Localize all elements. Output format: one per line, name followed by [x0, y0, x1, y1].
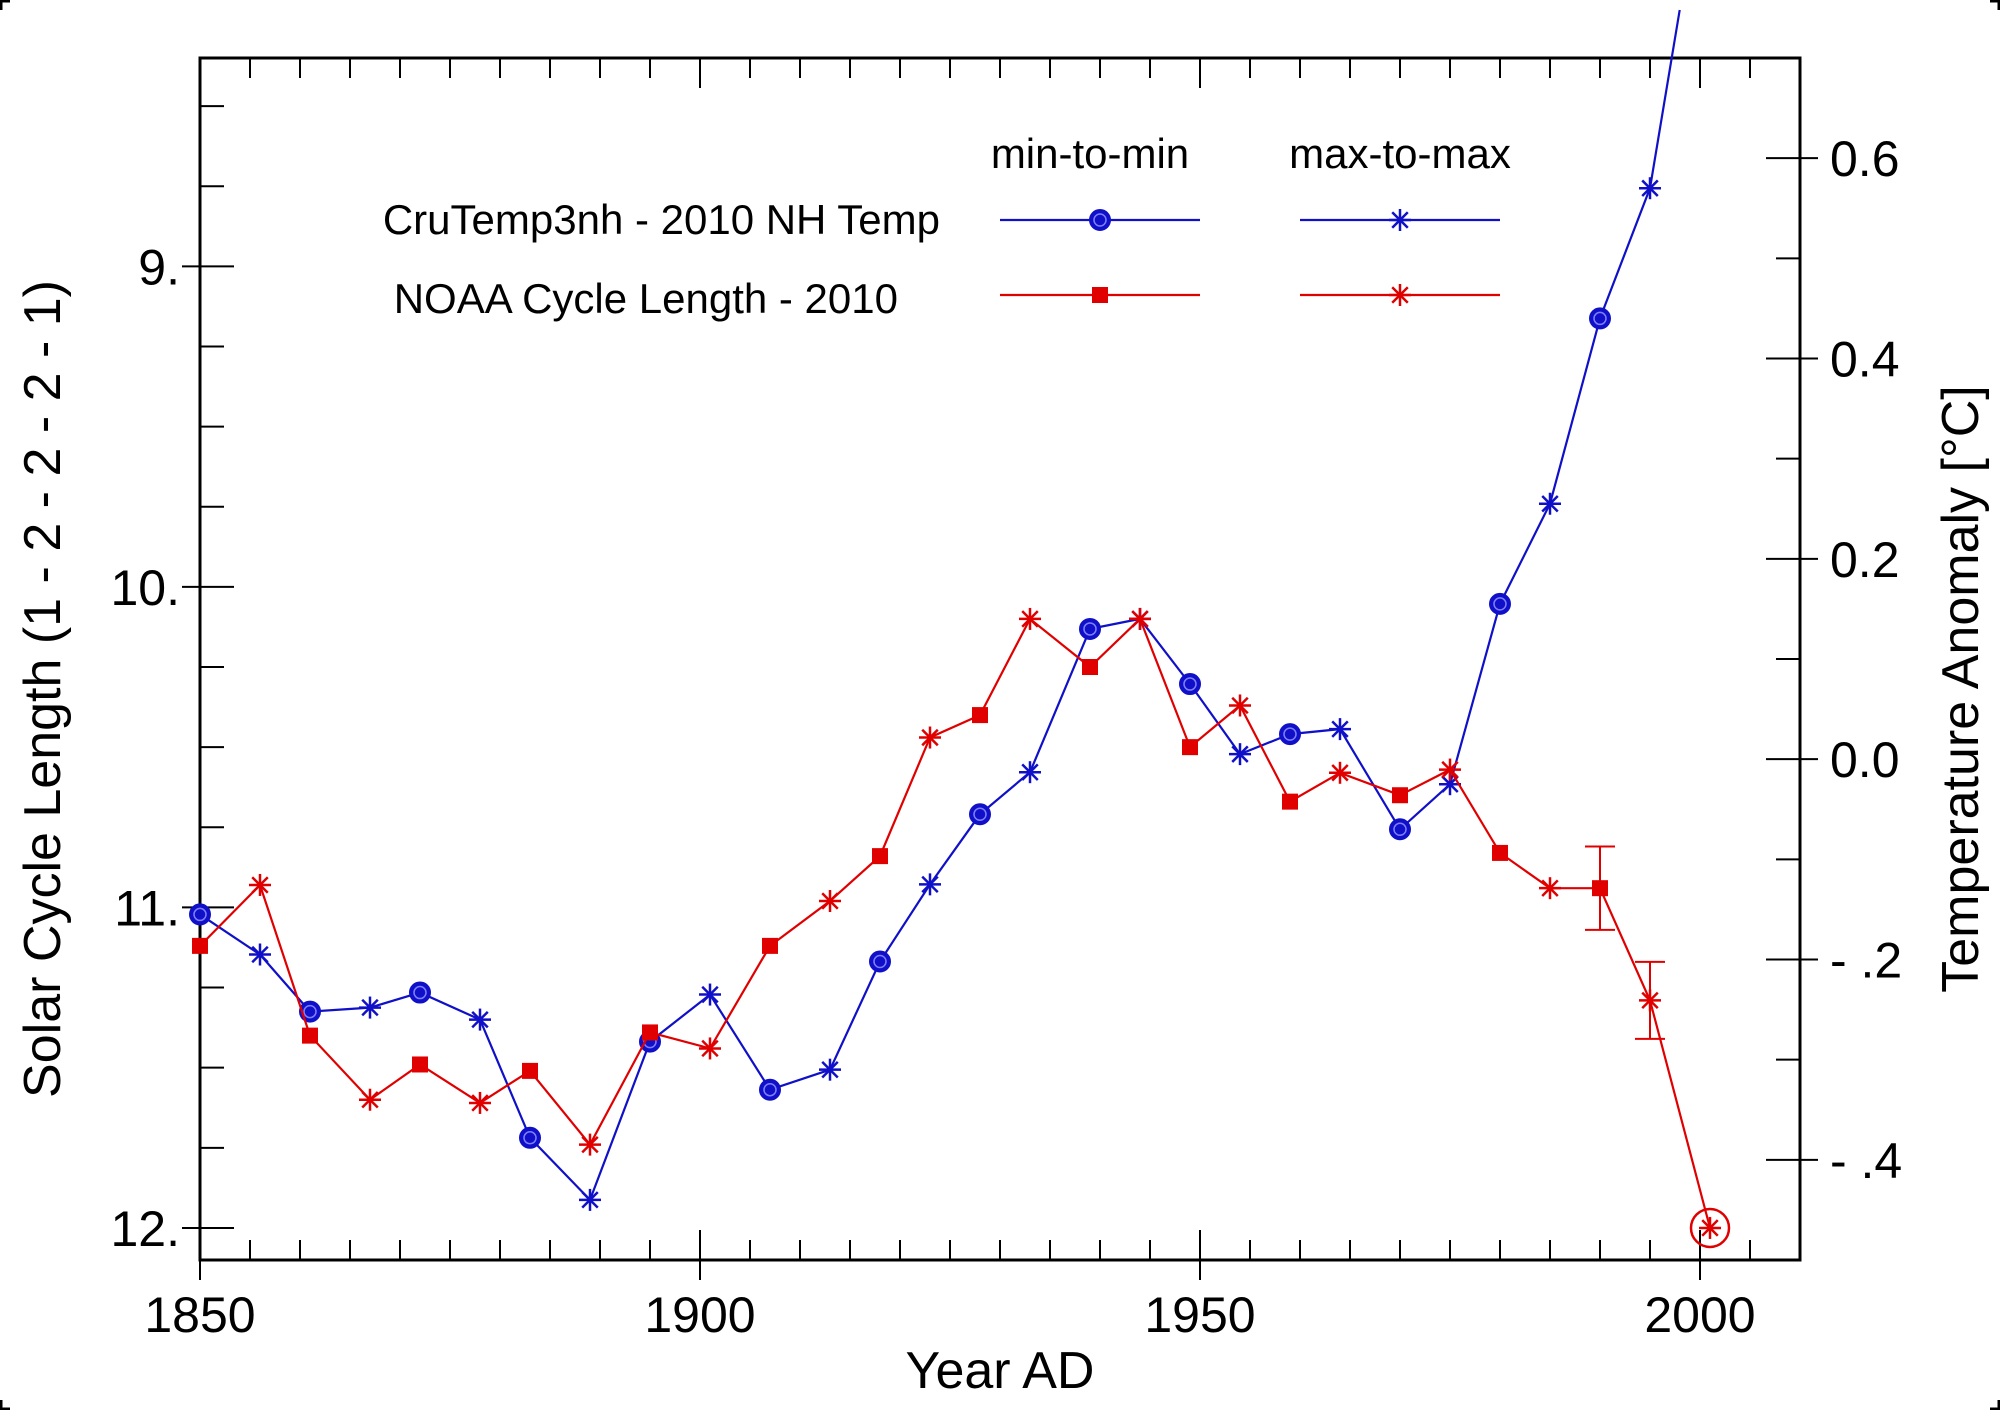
data-point-star — [919, 726, 941, 749]
data-point-star — [1019, 761, 1041, 784]
y-right-tick-label: 0.4 — [1830, 332, 1900, 388]
data-point-star — [699, 983, 721, 1006]
data-point-square — [762, 937, 778, 954]
data-point-circle — [1389, 818, 1411, 841]
legend-swatch-min-to-min — [1000, 287, 1200, 303]
data-point-star — [919, 873, 941, 896]
y-left-tick-label: 10. — [110, 560, 180, 616]
data-point-square — [1092, 287, 1108, 303]
y-left-axis-title: Solar Cycle Length (1 - 2 - 2 - 2 - 1) — [14, 280, 72, 1098]
data-point-star — [1639, 177, 1661, 200]
data-point-star — [1699, 1216, 1721, 1239]
data-point-circle — [1489, 592, 1511, 615]
data-point-star-circled — [1689, 1207, 1731, 1249]
data-point-square — [1082, 659, 1098, 676]
data-point-square — [1282, 793, 1298, 810]
data-point-square — [412, 1056, 428, 1073]
data-point-square — [302, 1027, 318, 1044]
x-axis-title: Year AD — [906, 1342, 1095, 1400]
legend-header-max-to-max: max-to-max — [1289, 130, 1511, 177]
data-point-circle — [519, 1126, 541, 1149]
data-point-circle — [969, 803, 991, 826]
y-left-tick-label: 11. — [114, 880, 180, 936]
legend-swatch-max-to-max — [1300, 284, 1500, 306]
y-right-tick-label: - .2 — [1830, 933, 1902, 989]
legend: min-to-min max-to-max CruTemp3nh - 2010 NH… — [383, 130, 1511, 322]
data-point-star — [579, 1133, 601, 1156]
data-point-circle — [1279, 723, 1301, 746]
data-point-star — [819, 1058, 841, 1081]
data-point-circle — [189, 903, 211, 926]
data-point-star — [469, 1008, 491, 1031]
y-right-tick-label: 0.6 — [1830, 131, 1900, 187]
data-point-star — [469, 1091, 491, 1114]
data-point-star — [1389, 209, 1411, 231]
x-tick-label: 1950 — [1144, 1287, 1255, 1343]
data-point-circle — [869, 950, 891, 973]
data-point-square — [1182, 739, 1198, 756]
data-point-star — [1389, 284, 1411, 306]
axis-labels: 1850 1900 1950 2000 9. 10. 11. 12. 0.6 0.4 0.2 0.0 -… — [14, 131, 1990, 1400]
data-point-star — [249, 873, 271, 896]
legend-label-cycle: NOAA Cycle Length - 2010 — [394, 275, 898, 322]
data-point-star — [1019, 607, 1041, 630]
series-layer — [189, 9, 1731, 1249]
data-point-square — [522, 1062, 538, 1079]
data-point-star — [1539, 877, 1561, 900]
data-point-circle — [409, 981, 431, 1004]
y-right-tick-label: 0.2 — [1830, 532, 1900, 588]
data-point-square — [1392, 787, 1408, 804]
data-point-star — [1129, 607, 1151, 630]
legend-swatch-min-to-min — [1000, 209, 1200, 231]
data-point-circle — [1079, 617, 1101, 640]
legend-header-min-to-min: min-to-min — [991, 130, 1189, 177]
series-temperature — [189, 9, 1681, 1211]
data-point-square — [1592, 880, 1608, 897]
data-point-square — [972, 707, 988, 724]
data-point-circle — [1589, 307, 1611, 330]
y-right-tick-label: 0.0 — [1830, 732, 1900, 788]
data-point-star — [359, 1088, 381, 1111]
data-point-star — [359, 996, 381, 1019]
y-right-axis-title: Temperature Anomaly [°C] — [1932, 385, 1990, 993]
data-point-star — [699, 1037, 721, 1060]
x-tick-label: 1900 — [644, 1287, 755, 1343]
data-point-circle — [759, 1078, 781, 1101]
data-point-square — [1492, 844, 1508, 861]
x-tick-label: 1850 — [144, 1287, 255, 1343]
data-point-star — [819, 890, 841, 913]
data-point-circle — [1179, 673, 1201, 696]
y-left-tick-label: 12. — [110, 1201, 180, 1257]
legend-label-temp: CruTemp3nh - 2010 NH Temp — [383, 196, 940, 243]
series-line — [199, 616, 1712, 1229]
data-point-star — [579, 1188, 601, 1211]
data-point-star — [1539, 492, 1561, 515]
data-point-star — [1439, 758, 1461, 781]
data-point-circle — [299, 1000, 321, 1023]
x-tick-label: 2000 — [1644, 1287, 1755, 1343]
data-point-star — [1229, 743, 1251, 766]
data-point-square — [872, 848, 888, 865]
series-cycle-length — [192, 607, 1731, 1249]
legend-swatch-max-to-max — [1300, 209, 1500, 231]
data-point-circle — [1089, 209, 1111, 231]
data-point-square — [192, 937, 208, 954]
data-point-star — [1329, 761, 1351, 784]
data-point-star — [1639, 989, 1661, 1012]
data-point-star — [249, 943, 271, 966]
y-right-tick-label: - .4 — [1830, 1133, 1902, 1189]
data-point-star — [1229, 694, 1251, 717]
data-point-square — [642, 1024, 658, 1041]
data-point-star — [1329, 718, 1351, 741]
y-left-tick-label: 9. — [138, 239, 180, 295]
series-line — [199, 9, 1681, 1202]
